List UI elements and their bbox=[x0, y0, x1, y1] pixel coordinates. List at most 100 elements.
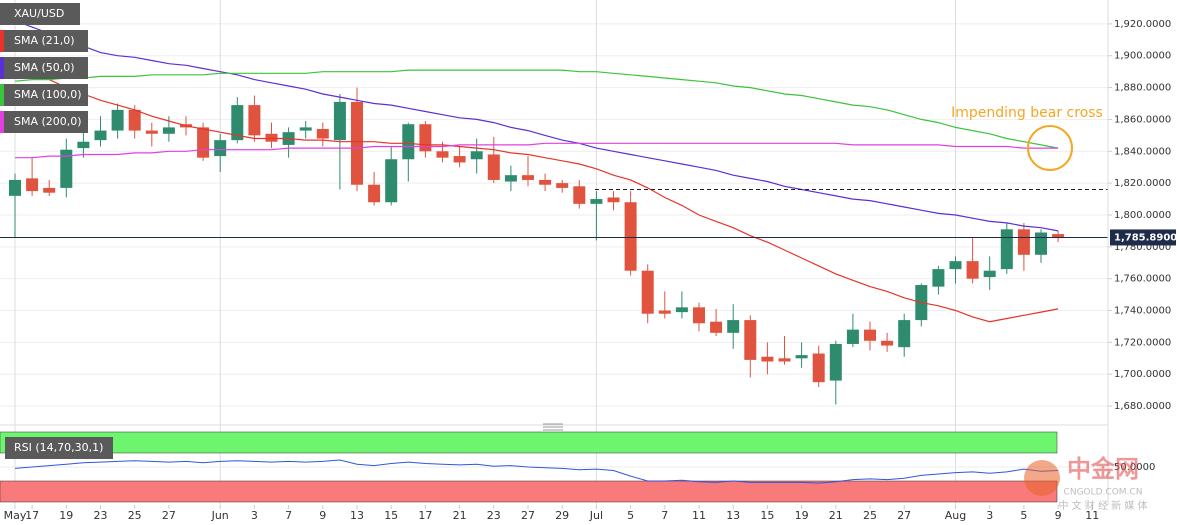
x-tick-label: 19 bbox=[795, 509, 809, 522]
resize-handle[interactable] bbox=[543, 423, 563, 431]
x-tick-label: 25 bbox=[863, 509, 877, 522]
rsi-legend-box bbox=[5, 437, 113, 459]
y-tick-label: 1,920.0000 bbox=[1114, 19, 1171, 30]
x-tick-label: 23 bbox=[94, 509, 108, 522]
watermark-site: CNGOLD.COM.CN bbox=[1064, 488, 1143, 498]
legend-box bbox=[0, 57, 88, 79]
candle-body bbox=[60, 149, 73, 188]
candle-body bbox=[710, 321, 723, 333]
x-tick-label: Jun bbox=[211, 509, 229, 522]
watermark: 中金网 CNGOLD.COM.CN 中 文 财 经 新 媒 体 bbox=[1024, 455, 1148, 512]
legend-box bbox=[0, 84, 88, 106]
x-tick-label: 3 bbox=[251, 509, 258, 522]
candle-body bbox=[265, 133, 278, 142]
candle-body bbox=[864, 329, 876, 341]
candle-body bbox=[487, 154, 500, 180]
candle-body bbox=[539, 179, 552, 185]
x-tick-label: 23 bbox=[487, 509, 501, 522]
rsi-overbought-zone bbox=[0, 431, 1058, 454]
last-price-box bbox=[1110, 229, 1176, 246]
candle-body bbox=[248, 105, 261, 136]
candle-body bbox=[744, 320, 757, 360]
x-tick-label: 17 bbox=[418, 509, 432, 522]
x-tick-label: May bbox=[4, 509, 27, 522]
sma-line bbox=[14, 66, 1059, 323]
candle-body bbox=[624, 202, 637, 271]
rsi-tick-label: 50.0000 bbox=[1114, 462, 1155, 473]
candle-body bbox=[26, 178, 39, 192]
candle-body bbox=[1000, 229, 1013, 270]
sma-line bbox=[15, 142, 1059, 159]
rsi-legend-label: RSI (14,70,30,1) bbox=[14, 441, 103, 454]
x-tick-label: Jul bbox=[589, 509, 603, 522]
candle-body bbox=[932, 269, 945, 287]
y-tick-label: 1,900.0000 bbox=[1114, 51, 1171, 62]
candle-body bbox=[316, 128, 329, 139]
candle-body bbox=[761, 356, 774, 362]
x-tick-label: 29 bbox=[555, 509, 569, 522]
legend-label: SMA (21,0) bbox=[14, 34, 75, 47]
watermark-slogan: 中 文 财 经 新 媒 体 bbox=[1058, 499, 1147, 512]
candle-body bbox=[162, 127, 175, 134]
legend-swatch bbox=[0, 30, 4, 52]
candle-body bbox=[419, 124, 432, 152]
candle-body bbox=[333, 101, 346, 141]
y-tick-label: 1,840.0000 bbox=[1114, 146, 1171, 157]
candle-body bbox=[607, 197, 620, 203]
candle-body bbox=[1017, 229, 1030, 255]
rsi-oversold-zone bbox=[0, 480, 1058, 503]
candle-body bbox=[795, 355, 808, 359]
x-tick-label: 21 bbox=[829, 509, 843, 522]
candle-body bbox=[846, 329, 859, 344]
candle-body bbox=[829, 343, 842, 381]
candle-body bbox=[949, 261, 962, 270]
candle-body bbox=[128, 109, 141, 131]
x-tick-label: 17 bbox=[25, 509, 39, 522]
legend: XAU/USD SMA (21,0) SMA (50,0) SMA (100,0) SM… bbox=[0, 3, 113, 459]
legend-box bbox=[0, 3, 80, 25]
x-tick-label: 15 bbox=[384, 509, 398, 522]
candle-body bbox=[522, 175, 534, 180]
candle-body bbox=[77, 141, 90, 149]
watermark-brand: 中金网 bbox=[1067, 455, 1139, 483]
candle-body bbox=[573, 186, 586, 204]
y-tick-label: 1,780.0000 bbox=[1114, 242, 1171, 253]
y-tick-label: 1,700.0000 bbox=[1114, 369, 1171, 380]
candle-body bbox=[504, 175, 517, 182]
candle-body bbox=[983, 270, 996, 278]
candle-body bbox=[658, 310, 671, 314]
candle-body bbox=[197, 127, 210, 158]
x-tick-label: 27 bbox=[521, 509, 535, 522]
x-tick-label: 9 bbox=[319, 509, 326, 522]
x-tick-label: Aug bbox=[945, 509, 966, 522]
candle-body bbox=[881, 340, 894, 346]
candle-body bbox=[675, 307, 688, 313]
candle-body bbox=[43, 187, 56, 193]
last-price-label: 1,785.8900 bbox=[1114, 232, 1177, 243]
x-tick-label: 13 bbox=[350, 509, 364, 522]
candle-body bbox=[111, 109, 124, 131]
y-tick-label: 1,860.0000 bbox=[1114, 114, 1171, 125]
candle-body bbox=[436, 151, 449, 158]
x-tick-label: 27 bbox=[162, 509, 176, 522]
candle-body bbox=[9, 179, 21, 196]
y-tick-label: 1,680.0000 bbox=[1114, 401, 1171, 412]
candle-body bbox=[385, 159, 398, 203]
sma-line bbox=[14, 20, 1059, 232]
x-tick-label: 11 bbox=[692, 509, 706, 522]
legend-box bbox=[0, 30, 88, 52]
x-tick-label: 7 bbox=[661, 509, 668, 522]
sma-line bbox=[14, 69, 1059, 149]
x-tick-label: 9 bbox=[1055, 509, 1062, 522]
candle-body bbox=[966, 261, 979, 279]
candle-body bbox=[145, 130, 158, 134]
legend-label: XAU/USD bbox=[14, 7, 64, 20]
candle-body bbox=[898, 320, 911, 348]
candle-body bbox=[231, 105, 244, 141]
x-tick-label: 15 bbox=[760, 509, 774, 522]
legend-swatch bbox=[0, 84, 4, 106]
watermark-logo bbox=[1024, 460, 1060, 496]
x-tick-label: 11 bbox=[1085, 509, 1099, 522]
candle-body bbox=[693, 307, 705, 324]
